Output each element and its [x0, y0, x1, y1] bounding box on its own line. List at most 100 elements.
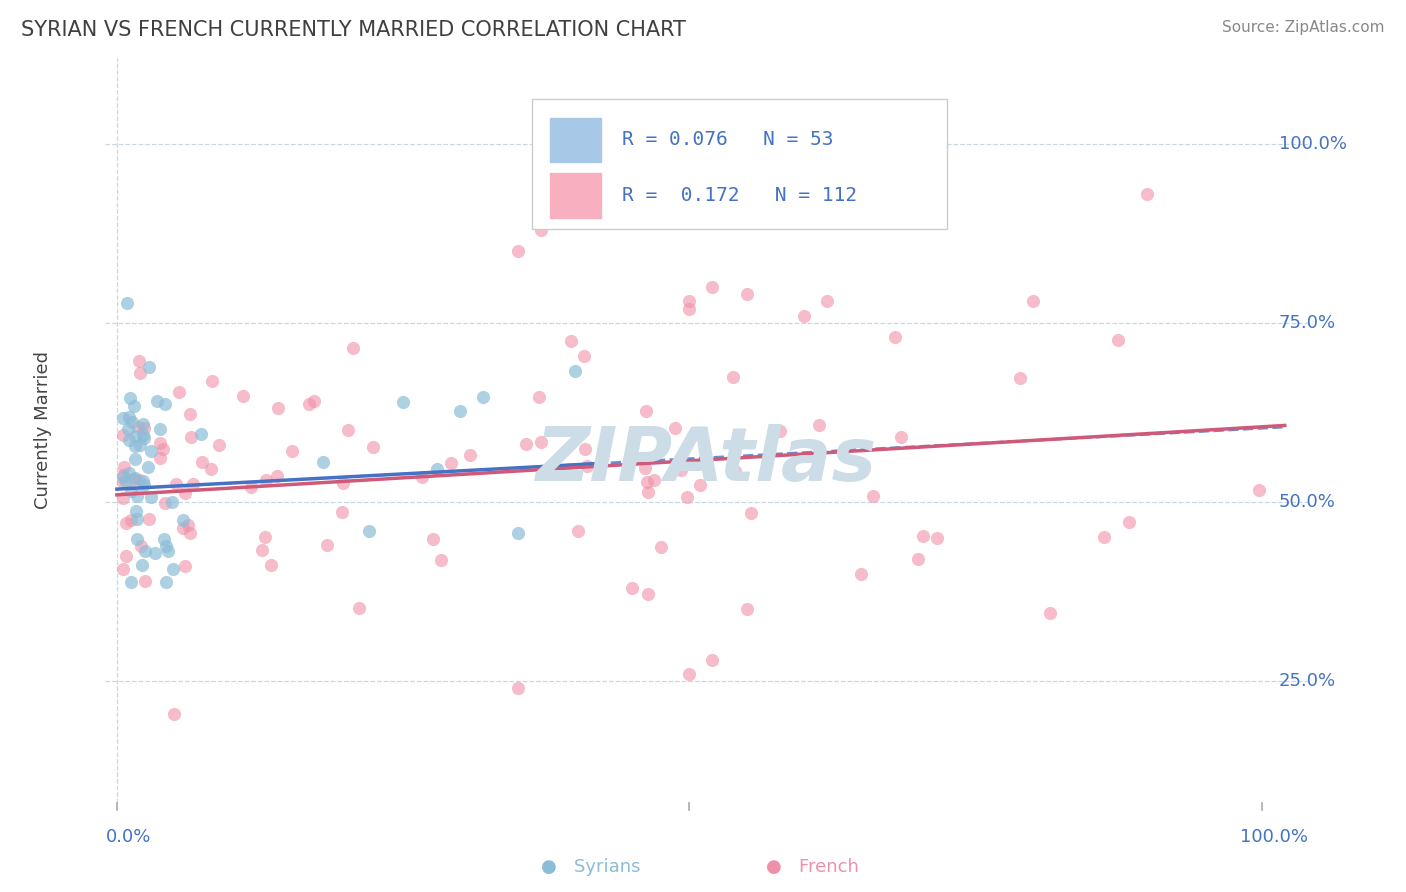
Point: [162, 562, 184, 576]
Point: [155, 539, 177, 553]
Text: ●   Syrians: ● Syrians: [541, 858, 641, 876]
Point: [124, 452, 146, 467]
Point: [1092, 530, 1115, 544]
Point: [128, 438, 150, 452]
Point: [862, 489, 884, 503]
Point: [636, 475, 658, 489]
Point: [259, 558, 281, 573]
Point: [122, 399, 145, 413]
FancyBboxPatch shape: [550, 118, 600, 162]
Point: [169, 385, 191, 400]
Point: [1107, 333, 1129, 347]
Point: [132, 475, 155, 489]
Point: [912, 529, 935, 543]
Point: [925, 531, 948, 545]
Point: [124, 439, 146, 453]
Text: SYRIAN VS FRENCH CURRENTLY MARRIED CORRELATION CHART: SYRIAN VS FRENCH CURRENTLY MARRIED CORRE…: [21, 20, 686, 39]
Point: [125, 504, 148, 518]
Point: [342, 341, 364, 355]
Point: [669, 463, 692, 477]
Point: [125, 512, 148, 526]
Point: [143, 546, 166, 560]
Point: [115, 516, 138, 531]
Point: [392, 395, 415, 409]
Point: [363, 440, 385, 454]
Point: [330, 505, 353, 519]
Text: 50.0%: 50.0%: [1279, 493, 1336, 511]
Point: [172, 521, 194, 535]
Point: [153, 397, 176, 411]
Point: [793, 309, 815, 323]
Text: ZIPAtlas: ZIPAtlas: [536, 424, 877, 497]
Point: [332, 475, 354, 490]
Point: [312, 455, 335, 469]
Point: [689, 477, 711, 491]
Point: [530, 435, 553, 450]
Point: [152, 442, 174, 457]
Point: [173, 513, 195, 527]
Point: [190, 427, 212, 442]
Point: [267, 401, 290, 415]
Point: [115, 549, 138, 563]
Point: [155, 496, 177, 510]
Point: [128, 366, 150, 380]
Point: [1010, 370, 1032, 384]
Point: [131, 558, 153, 572]
Point: [807, 417, 830, 432]
Point: [440, 456, 463, 470]
Point: [890, 429, 912, 443]
Point: [884, 330, 907, 344]
Point: [266, 468, 288, 483]
Point: [165, 476, 187, 491]
Point: [132, 428, 155, 442]
Point: [115, 295, 138, 310]
Text: ●   French: ● French: [766, 858, 859, 876]
Point: [201, 374, 224, 388]
Point: [769, 425, 792, 439]
Point: [253, 530, 276, 544]
Text: Source: ZipAtlas.com: Source: ZipAtlas.com: [1222, 20, 1385, 35]
Point: [907, 552, 929, 566]
Point: [112, 470, 135, 484]
Point: [1038, 606, 1060, 620]
Point: [740, 506, 762, 520]
Point: [724, 465, 747, 479]
Point: [572, 349, 595, 363]
Point: [149, 436, 172, 450]
Point: [280, 444, 302, 458]
Point: [128, 354, 150, 368]
Text: 0.0%: 0.0%: [105, 828, 150, 846]
Point: [1247, 483, 1270, 497]
Point: [181, 477, 204, 491]
Point: [163, 707, 186, 722]
Point: [112, 460, 135, 475]
Point: [138, 460, 160, 475]
Point: [132, 478, 155, 492]
Point: [111, 467, 134, 482]
Point: [1118, 515, 1140, 529]
Point: [174, 485, 197, 500]
Point: [139, 490, 162, 504]
Point: [254, 473, 277, 487]
Point: [721, 369, 744, 384]
Text: R =  0.172   N = 112: R = 0.172 N = 112: [623, 186, 858, 205]
Point: [357, 524, 380, 538]
Point: [174, 559, 197, 574]
Point: [567, 524, 589, 538]
Point: [634, 403, 657, 417]
Point: [676, 490, 699, 504]
Point: [120, 513, 142, 527]
Point: [506, 681, 529, 696]
Point: [138, 360, 160, 375]
Point: [157, 544, 180, 558]
Point: [472, 390, 495, 404]
Point: [118, 410, 141, 425]
Point: [134, 431, 156, 445]
Text: R = 0.076   N = 53: R = 0.076 N = 53: [623, 130, 834, 150]
Point: [337, 423, 360, 437]
FancyBboxPatch shape: [533, 99, 948, 229]
Point: [232, 389, 254, 403]
Point: [678, 294, 700, 309]
Point: [125, 490, 148, 504]
Point: [128, 473, 150, 487]
